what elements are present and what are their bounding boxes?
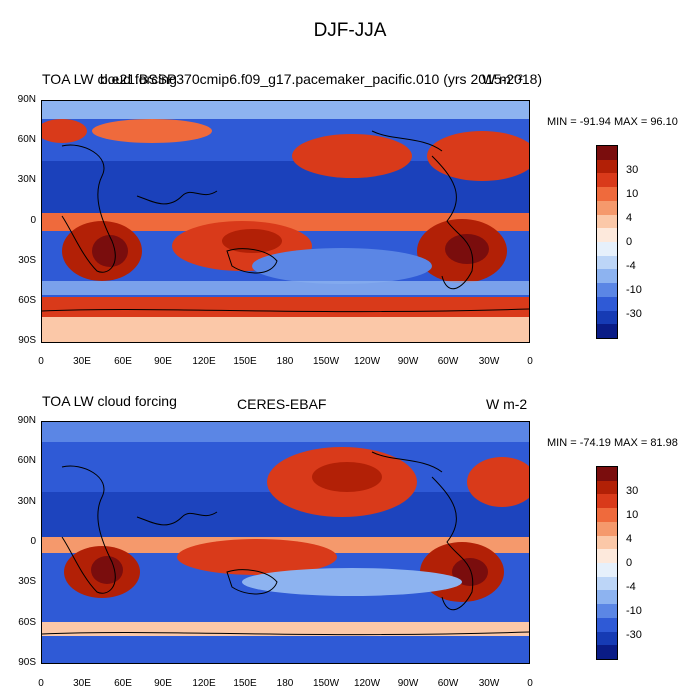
lat-label: 30S <box>18 255 36 266</box>
colorbar-swatch <box>597 324 617 339</box>
map-plot <box>41 100 530 343</box>
lon-label: 90W <box>397 356 419 367</box>
lat-label: 90S <box>18 657 36 668</box>
map-plot <box>41 421 530 664</box>
colorbar-label: -10 <box>626 605 642 617</box>
colorbar-label: -10 <box>626 284 642 296</box>
colorbar-swatch <box>597 563 617 578</box>
lon-label: 0 <box>38 678 44 689</box>
lat-label: 30S <box>18 576 36 587</box>
lat-label: 90N <box>17 94 36 105</box>
colorbar-swatch <box>597 521 617 537</box>
lon-label: 30W <box>478 356 500 367</box>
panel-units: W m-2 <box>486 396 528 412</box>
colorbar-swatch <box>597 187 617 202</box>
lat-label: 60S <box>18 617 36 628</box>
colorbar-swatch <box>597 283 617 298</box>
colorbar-swatch <box>597 535 617 550</box>
lon-label: 0 <box>38 356 44 367</box>
colorbar-label: 10 <box>626 188 639 200</box>
colorbar-label: -30 <box>626 308 642 320</box>
lat-label: 0 <box>30 536 36 547</box>
minmax-text: MIN = -91.94 MAX = 96.10 <box>547 116 678 128</box>
lon-label: 120E <box>192 678 216 689</box>
lon-label: 60E <box>114 356 132 367</box>
lon-label: 120E <box>192 356 216 367</box>
colorbar-swatch <box>597 173 617 188</box>
panel-units: W m⁻² <box>482 71 523 87</box>
colorbar-label: 30 <box>626 164 639 176</box>
colorbar <box>596 466 618 660</box>
colorbar-swatch <box>597 631 617 646</box>
lat-label: 60S <box>18 295 36 306</box>
lon-label: 0 <box>527 678 533 689</box>
colorbar-swatch <box>597 242 617 257</box>
lon-label: 60W <box>437 356 459 367</box>
colorbar-swatch <box>597 645 617 660</box>
colorbar-label: -30 <box>626 629 642 641</box>
colorbar-label: 0 <box>626 236 633 248</box>
colorbar-label: 30 <box>626 485 639 497</box>
panel-left-text: TOA LW cloud forcing <box>42 71 177 87</box>
panel-center-text: CERES-EBAF <box>237 396 327 412</box>
lon-label: 30E <box>73 356 91 367</box>
colorbar-label: 10 <box>626 509 639 521</box>
lon-label: 30W <box>478 678 500 689</box>
lon-label: 180 <box>276 678 294 689</box>
colorbar-swatch <box>597 508 617 523</box>
lat-label: 60N <box>17 134 36 145</box>
lat-label: 90S <box>18 335 36 346</box>
lon-label: 0 <box>527 356 533 367</box>
colorbar-swatch <box>597 480 617 495</box>
colorbar-swatch <box>597 146 617 161</box>
colorbar-swatch <box>597 467 617 482</box>
lon-label: 90E <box>154 678 172 689</box>
lat-label: 0 <box>30 215 36 226</box>
colorbar-label: -4 <box>626 260 636 272</box>
lat-label: 30N <box>17 496 36 507</box>
lon-label: 60E <box>114 678 132 689</box>
lon-label: 120W <box>353 678 381 689</box>
colorbar-swatch <box>597 296 617 312</box>
colorbar-swatch <box>597 590 617 605</box>
lat-label: 90N <box>17 415 36 426</box>
lon-label: 30E <box>73 678 91 689</box>
lon-label: 150E <box>233 356 257 367</box>
lon-label: 90W <box>397 678 419 689</box>
colorbar-swatch <box>597 269 617 284</box>
lon-label: 120W <box>353 356 381 367</box>
colorbar-swatch <box>597 255 617 270</box>
colorbar-label: 0 <box>626 557 633 569</box>
colorbar-swatch <box>597 228 617 243</box>
lon-label: 150W <box>312 356 340 367</box>
colorbar-swatch <box>597 549 617 564</box>
colorbar-swatch <box>597 214 617 229</box>
colorbar-swatch <box>597 604 617 619</box>
colorbar-swatch <box>597 576 617 591</box>
lon-label: 180 <box>276 356 294 367</box>
lat-label: 30N <box>17 174 36 185</box>
panel-center-text: b.e21.BSSP370cmip6.f09_g17.pacemaker_pac… <box>100 71 543 87</box>
colorbar-label: -4 <box>626 581 636 593</box>
lon-label: 90E <box>154 356 172 367</box>
colorbar <box>596 145 618 339</box>
minmax-text: MIN = -74.19 MAX = 81.98 <box>547 437 678 449</box>
lat-label: 60N <box>17 455 36 466</box>
colorbar-label: 4 <box>626 212 633 224</box>
lon-label: 150E <box>233 678 257 689</box>
map-field <box>42 101 529 342</box>
map-field <box>42 422 529 663</box>
colorbar-swatch <box>597 159 617 174</box>
colorbar-swatch <box>597 617 617 633</box>
colorbar-label: 4 <box>626 533 633 545</box>
figure-title: DJF-JJA <box>313 20 387 41</box>
lon-label: 150W <box>312 678 340 689</box>
colorbar-swatch <box>597 200 617 216</box>
colorbar-swatch <box>597 310 617 325</box>
lon-label: 60W <box>437 678 459 689</box>
colorbar-swatch <box>597 494 617 509</box>
panel-left-text: TOA LW cloud forcing <box>42 393 177 409</box>
